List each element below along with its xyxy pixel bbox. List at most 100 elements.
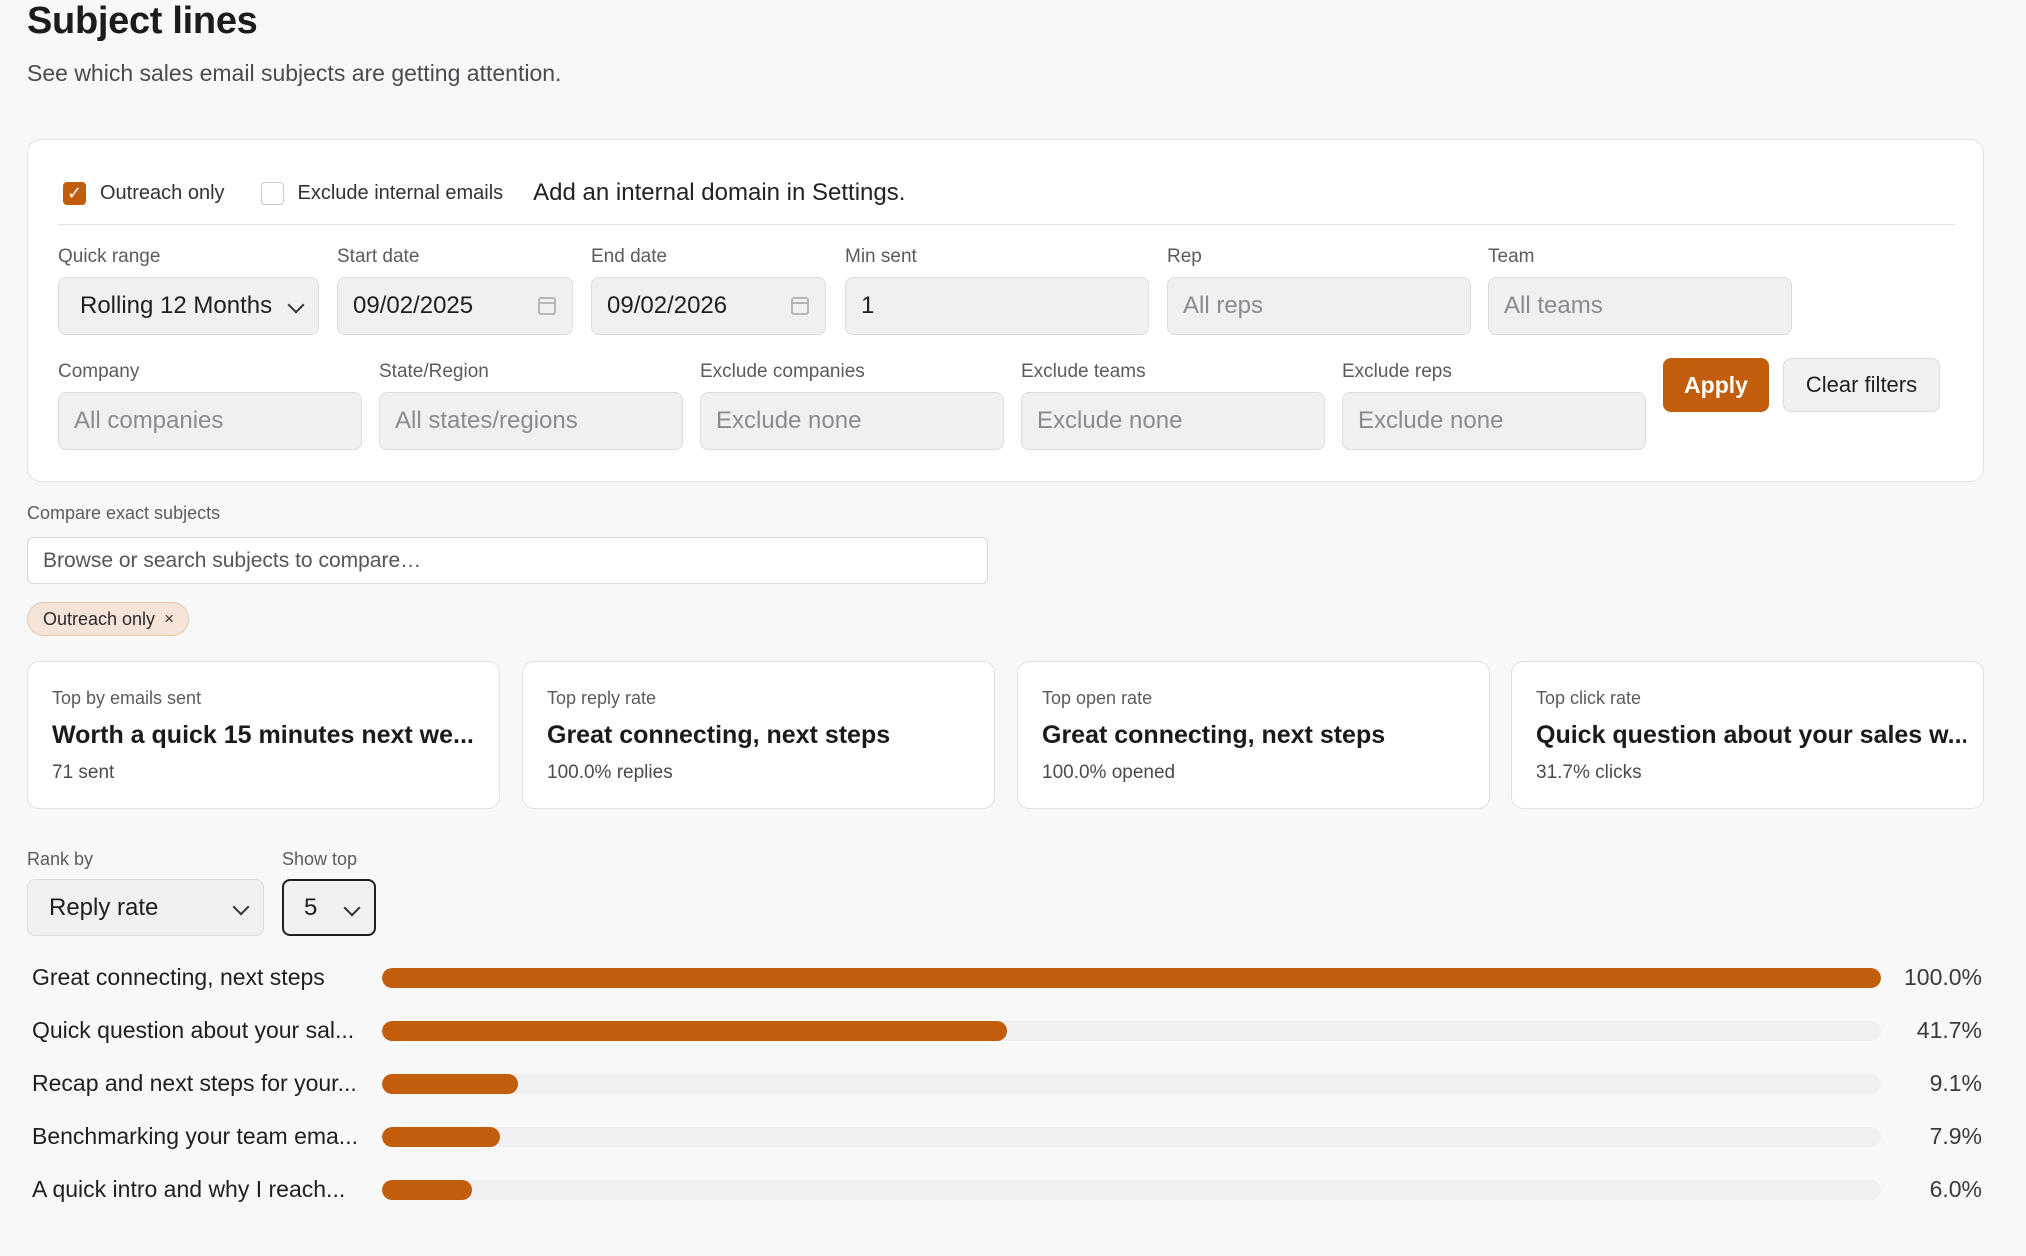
start-date-input[interactable]: 09/02/2025 [337, 277, 573, 335]
show-top-select[interactable]: 5 [282, 879, 376, 936]
outreach-only-checkbox[interactable]: ✓ [63, 181, 86, 205]
exclude-reps-field: Exclude reps Exclude none [1342, 360, 1646, 450]
calendar-icon[interactable] [538, 297, 556, 315]
company-label: Company [58, 361, 140, 382]
end-date-input[interactable]: 09/02/2026 [591, 277, 826, 335]
exclude-reps-placeholder: Exclude none [1358, 407, 1504, 434]
chevron-down-icon [343, 899, 361, 917]
exclude-teams-field: Exclude teams Exclude none [1021, 360, 1325, 450]
exclude-teams-input[interactable]: Exclude none [1021, 392, 1325, 450]
rank-by-label: Rank by [27, 849, 94, 869]
exclude-teams-placeholder: Exclude none [1037, 407, 1183, 434]
state-region-label: State/Region [379, 361, 489, 382]
bar-label: Quick question about your sal... [32, 1017, 355, 1043]
end-date-field: End date 09/02/2026 [591, 245, 826, 335]
min-sent-field: Min sent 1 [845, 245, 1149, 335]
bar-fill [382, 1180, 472, 1200]
filter-panel: ✓ Outreach only Exclude internal emails … [27, 139, 1984, 482]
exclude-reps-input[interactable]: Exclude none [1342, 392, 1646, 450]
bar-row: Quick question about your sal... 41.7% [32, 1010, 1982, 1050]
stat-label: Top by emails sent [52, 688, 202, 708]
rep-placeholder: All reps [1183, 292, 1264, 319]
bar-label: Benchmarking your team ema... [32, 1123, 358, 1149]
min-sent-value: 1 [861, 292, 875, 319]
exclude-companies-field: Exclude companies Exclude none [700, 360, 1004, 450]
stat-card-reply-rate: Top reply rate Great connecting, next st… [522, 661, 995, 809]
rank-by-select[interactable]: Reply rate [27, 879, 264, 936]
bar-value-label: 41.7% [1916, 1017, 1982, 1043]
bar-track [382, 1074, 1881, 1094]
team-input[interactable]: All teams [1488, 277, 1792, 335]
state-region-placeholder: All states/regions [395, 407, 578, 434]
state-region-input[interactable]: All states/regions [379, 392, 683, 450]
stat-value: Great connecting, next steps [547, 721, 891, 749]
bar-label: A quick intro and why I reach... [32, 1176, 346, 1202]
exclude-companies-input[interactable]: Exclude none [700, 392, 1004, 450]
calendar-icon[interactable] [791, 297, 809, 315]
stat-value: Great connecting, next steps [1042, 721, 1386, 749]
start-date-label: Start date [337, 246, 420, 267]
stat-label: Top open rate [1042, 688, 1153, 708]
rank-by-value: Reply rate [49, 893, 159, 921]
bar-fill [382, 1074, 519, 1094]
outreach-only-label[interactable]: Outreach only [100, 181, 225, 204]
internal-domain-note: Add an internal domain in Settings. [533, 179, 906, 206]
exclude-reps-label: Exclude reps [1342, 361, 1452, 382]
close-icon[interactable]: × [164, 609, 174, 628]
rep-label: Rep [1167, 246, 1202, 267]
stat-card-open-rate: Top open rate Great connecting, next ste… [1017, 661, 1490, 809]
exclude-teams-label: Exclude teams [1021, 361, 1146, 382]
bar-fill [382, 1021, 1008, 1041]
quick-range-select[interactable]: Rolling 12 Months [58, 277, 319, 335]
stat-sub: 100.0% replies [547, 762, 673, 783]
compare-subjects-input[interactable]: Browse or search subjects to compare… [27, 537, 988, 584]
company-input[interactable]: All companies [58, 392, 362, 450]
bar-fill [382, 968, 1881, 988]
stat-value: Worth a quick 15 minutes next we... [52, 721, 474, 749]
apply-button[interactable]: Apply [1663, 358, 1769, 412]
chevron-down-icon [287, 296, 305, 314]
compare-subjects-placeholder: Browse or search subjects to compare… [43, 548, 422, 572]
min-sent-label: Min sent [845, 246, 917, 267]
quick-range-field: Quick range Rolling 12 Months [58, 245, 319, 335]
start-date-value: 09/02/2025 [353, 292, 474, 319]
clear-filters-button[interactable]: Clear filters [1783, 358, 1940, 412]
end-date-value: 09/02/2026 [607, 292, 728, 319]
bar-fill [382, 1127, 501, 1147]
team-label: Team [1488, 246, 1535, 267]
checkbox-row: ✓ Outreach only Exclude internal emails … [63, 178, 905, 208]
divider [58, 224, 1955, 225]
quick-range-value: Rolling 12 Months [80, 292, 273, 319]
bar-row: Benchmarking your team ema... 7.9% [32, 1116, 1982, 1156]
bar-value-label: 100.0% [1903, 964, 1982, 990]
stat-card-emails-sent: Top by emails sent Worth a quick 15 minu… [27, 661, 500, 809]
state-region-field: State/Region All states/regions [379, 360, 683, 450]
bar-row: Recap and next steps for your... 9.1% [32, 1063, 1982, 1103]
show-top-value: 5 [304, 893, 318, 921]
bar-label: Recap and next steps for your... [32, 1070, 357, 1096]
exclude-companies-placeholder: Exclude none [716, 407, 862, 434]
rep-input[interactable]: All reps [1167, 277, 1471, 335]
bar-row: A quick intro and why I reach... 6.0% [32, 1169, 1982, 1209]
bar-value-label: 7.9% [1929, 1123, 1982, 1149]
end-date-label: End date [591, 246, 668, 267]
stat-value: Quick question about your sales w... [1536, 721, 1966, 749]
company-placeholder: All companies [74, 407, 224, 434]
stat-label: Top reply rate [547, 688, 657, 708]
chip-label: Outreach only [43, 608, 156, 629]
min-sent-input[interactable]: 1 [845, 277, 1149, 335]
quick-range-label: Quick range [58, 246, 161, 267]
page-subtitle: See which sales email subjects are getti… [27, 60, 562, 86]
team-placeholder: All teams [1504, 292, 1603, 319]
active-filter-chip: Outreach only × [27, 602, 189, 636]
stat-sub: 100.0% opened [1042, 762, 1176, 783]
bar-value-label: 9.1% [1929, 1070, 1982, 1096]
start-date-field: Start date 09/02/2025 [337, 245, 573, 335]
page-title: Subject lines [27, 0, 258, 42]
chevron-down-icon [232, 898, 250, 916]
bar-track [382, 1021, 1881, 1041]
stat-sub: 31.7% clicks [1536, 762, 1642, 783]
exclude-internal-checkbox[interactable] [260, 181, 284, 205]
exclude-internal-label[interactable]: Exclude internal emails [297, 181, 504, 204]
bar-track [382, 968, 1881, 988]
